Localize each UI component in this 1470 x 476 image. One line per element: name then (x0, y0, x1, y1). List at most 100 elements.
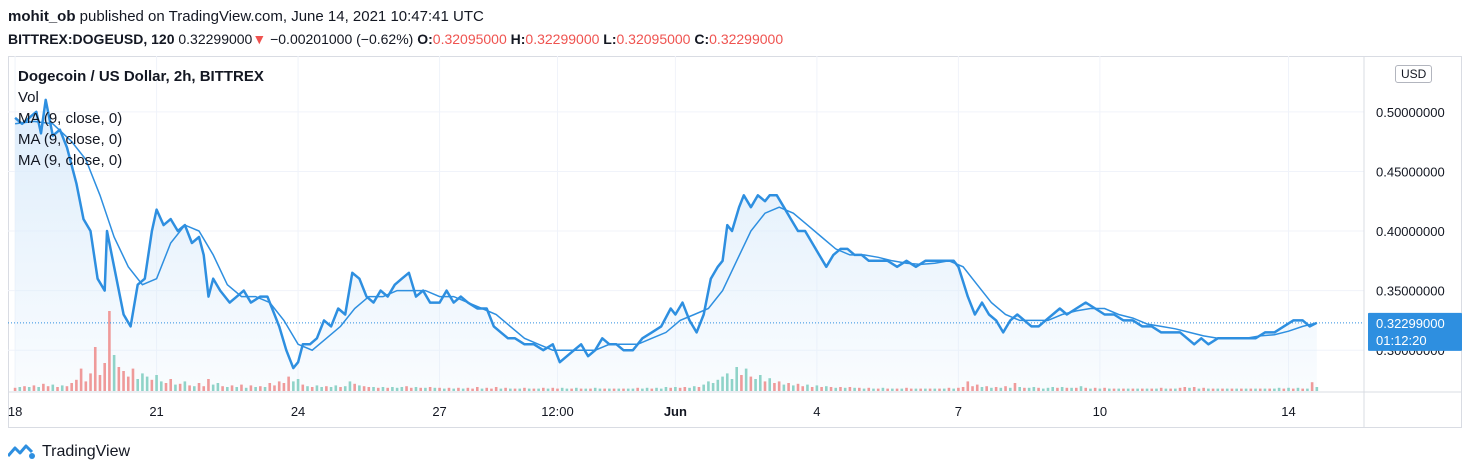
volume-bar (1013, 383, 1017, 391)
volume-bar (103, 363, 106, 391)
volume-bar (381, 387, 385, 391)
volume-bar (414, 387, 418, 391)
volume-bar (848, 387, 852, 391)
volume-bar (881, 387, 885, 391)
volume-bar (537, 388, 540, 391)
price-tag-value: 0.32299000 (1376, 316, 1445, 331)
volume-bar (268, 383, 272, 391)
volume-bar (1136, 388, 1139, 391)
volume-bar (716, 379, 720, 391)
volume-bar (442, 388, 446, 391)
volume-bar (159, 381, 163, 391)
volume-bar (150, 379, 154, 391)
volume-bar (1023, 387, 1026, 391)
volume-bar (362, 386, 366, 391)
volume-bar (117, 367, 121, 391)
volume-bar (1306, 388, 1309, 391)
tradingview-footer[interactable]: TradingView (8, 443, 130, 461)
volume-bar (155, 375, 158, 391)
volume-bar (169, 379, 173, 391)
volume-bar (825, 386, 828, 391)
chart-frame (8, 56, 1462, 428)
volume-bar (164, 383, 168, 391)
volume-bar (575, 387, 578, 391)
volume-bar (834, 387, 838, 391)
volume-bar (226, 387, 229, 391)
volume-bar (145, 376, 149, 391)
price-tag-countdown: 01:12:20 (1376, 333, 1427, 348)
volume-bar (608, 388, 611, 391)
volume-bar (471, 388, 474, 391)
volume-bar (136, 379, 140, 391)
volume-bar (1051, 387, 1055, 391)
volume-bar (721, 376, 724, 391)
legend-ma-2[interactable]: MA (9, close, 0) (18, 131, 123, 148)
volume-bar (1098, 388, 1102, 391)
volume-bar (961, 387, 965, 391)
x-tick-label: 4 (813, 404, 820, 419)
volume-bar (900, 388, 904, 391)
volume-bar (1188, 387, 1191, 391)
volume-bar (301, 384, 305, 391)
y-tick-label: 0.35000000 (1376, 284, 1445, 299)
volume-bar (938, 388, 941, 391)
volume-bar (1112, 388, 1116, 391)
volume-bar (730, 379, 734, 391)
volume-bar (75, 379, 78, 391)
open-value: 0.32095000 (432, 31, 507, 47)
price-chart[interactable]: 0.50000000 0.45000000 0.40000000 0.35000000… (8, 56, 1462, 428)
legend-vol[interactable]: Vol (18, 89, 39, 106)
volume-bar (636, 387, 639, 391)
tradingview-brand: TradingView (42, 443, 131, 460)
currency-button[interactable]: USD (1395, 65, 1433, 83)
volume-bar (598, 388, 602, 391)
legend-ma-3[interactable]: MA (9, close, 0) (18, 152, 123, 169)
volume-bar (263, 387, 267, 391)
volume-bar (376, 387, 380, 391)
volume-bar (617, 388, 621, 391)
volume-bar (1159, 387, 1163, 391)
open-label: O: (417, 31, 433, 47)
volume-bar (711, 383, 715, 391)
volume-bar (858, 387, 861, 391)
high-value: 0.32299000 (525, 31, 600, 47)
volume-bar (1207, 388, 1210, 391)
volume-bar (221, 386, 224, 391)
volume-bar (1108, 388, 1111, 391)
volume-bar (787, 383, 790, 391)
volume-bar (18, 387, 22, 391)
volume-bar (292, 381, 295, 391)
author-name[interactable]: mohit_ob (8, 8, 76, 25)
volume-bar (565, 388, 569, 391)
volume-bar (259, 386, 262, 391)
volume-bar (230, 385, 234, 391)
volume-bar (1041, 388, 1045, 391)
x-tick-label: 24 (291, 404, 305, 419)
x-tick-label: 12:00 (541, 404, 574, 419)
volume-bar (348, 381, 352, 391)
volume-bar (551, 387, 555, 391)
volume-bar (1079, 386, 1083, 391)
volume-bar (1141, 388, 1144, 391)
volume-bar (702, 384, 705, 391)
x-tick-label: 21 (149, 404, 163, 419)
volume-bar (1249, 388, 1253, 391)
volume-bar (556, 388, 559, 391)
volume-bar (339, 387, 342, 391)
volume-bar (56, 387, 59, 391)
volume-bar (1126, 388, 1130, 391)
ohlc-line: BITTREX:DOGEUSD, 120 0.32299000▼ −0.0020… (8, 28, 783, 50)
volume-bar (428, 387, 432, 391)
volume-bar (1197, 388, 1201, 391)
x-tick-label: 14 (1281, 404, 1295, 419)
volume-bar (674, 387, 677, 391)
legend-ma-1[interactable]: MA (9, close, 0) (18, 110, 123, 127)
volume-bar (1263, 388, 1267, 391)
volume-bar (84, 381, 88, 391)
volume-bar (202, 386, 206, 391)
volume-bar (37, 387, 40, 391)
volume-bar (174, 384, 177, 391)
volume-bar (688, 387, 691, 391)
volume-bar (23, 386, 26, 391)
volume-bar (754, 379, 757, 391)
